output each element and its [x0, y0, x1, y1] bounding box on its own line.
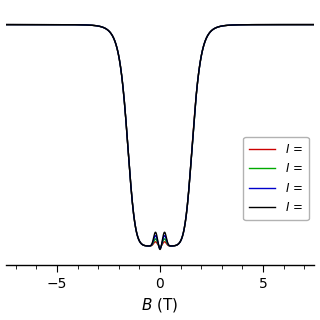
Line: $I$ =: $I$ = [5, 25, 315, 249]
$I$ = [122, 91, 125, 95]
$I$ = [60, 23, 64, 27]
Legend: $I$ =, $I$ =, $I$ =, $I$ =: $I$ =, $I$ =, $I$ =, $I$ = [244, 137, 308, 220]
$I$ = [158, 247, 162, 251]
$I$ = [313, 23, 316, 27]
Line: $I$ =: $I$ = [5, 25, 315, 247]
$I$ = [258, 23, 261, 27]
$I$ = [189, 162, 193, 165]
X-axis label: $B$ (T): $B$ (T) [141, 296, 179, 315]
$I$ = [60, 23, 64, 27]
$I$ = [258, 23, 261, 27]
Line: $I$ =: $I$ = [5, 25, 315, 250]
Line: $I$ =: $I$ = [5, 25, 315, 248]
$I$ = [234, 23, 238, 27]
$I$ = [122, 91, 125, 95]
$I$ = [204, 36, 208, 40]
$I$ = [234, 23, 238, 27]
$I$ = [189, 162, 193, 165]
$I$ = [258, 23, 261, 27]
$I$ = [4, 23, 7, 27]
$I$ = [204, 36, 208, 40]
$I$ = [234, 23, 238, 27]
$I$ = [234, 23, 238, 27]
$I$ = [4, 23, 7, 27]
$I$ = [313, 23, 316, 27]
$I$ = [189, 162, 193, 165]
$I$ = [60, 23, 64, 27]
$I$ = [122, 91, 125, 95]
$I$ = [258, 23, 261, 27]
$I$ = [204, 36, 208, 40]
$I$ = [4, 23, 7, 27]
$I$ = [4, 23, 7, 27]
$I$ = [158, 246, 162, 250]
$I$ = [313, 23, 316, 27]
$I$ = [158, 245, 162, 249]
$I$ = [122, 91, 125, 95]
$I$ = [158, 248, 162, 252]
$I$ = [204, 36, 208, 40]
$I$ = [189, 162, 193, 165]
$I$ = [313, 23, 316, 27]
$I$ = [60, 23, 64, 27]
